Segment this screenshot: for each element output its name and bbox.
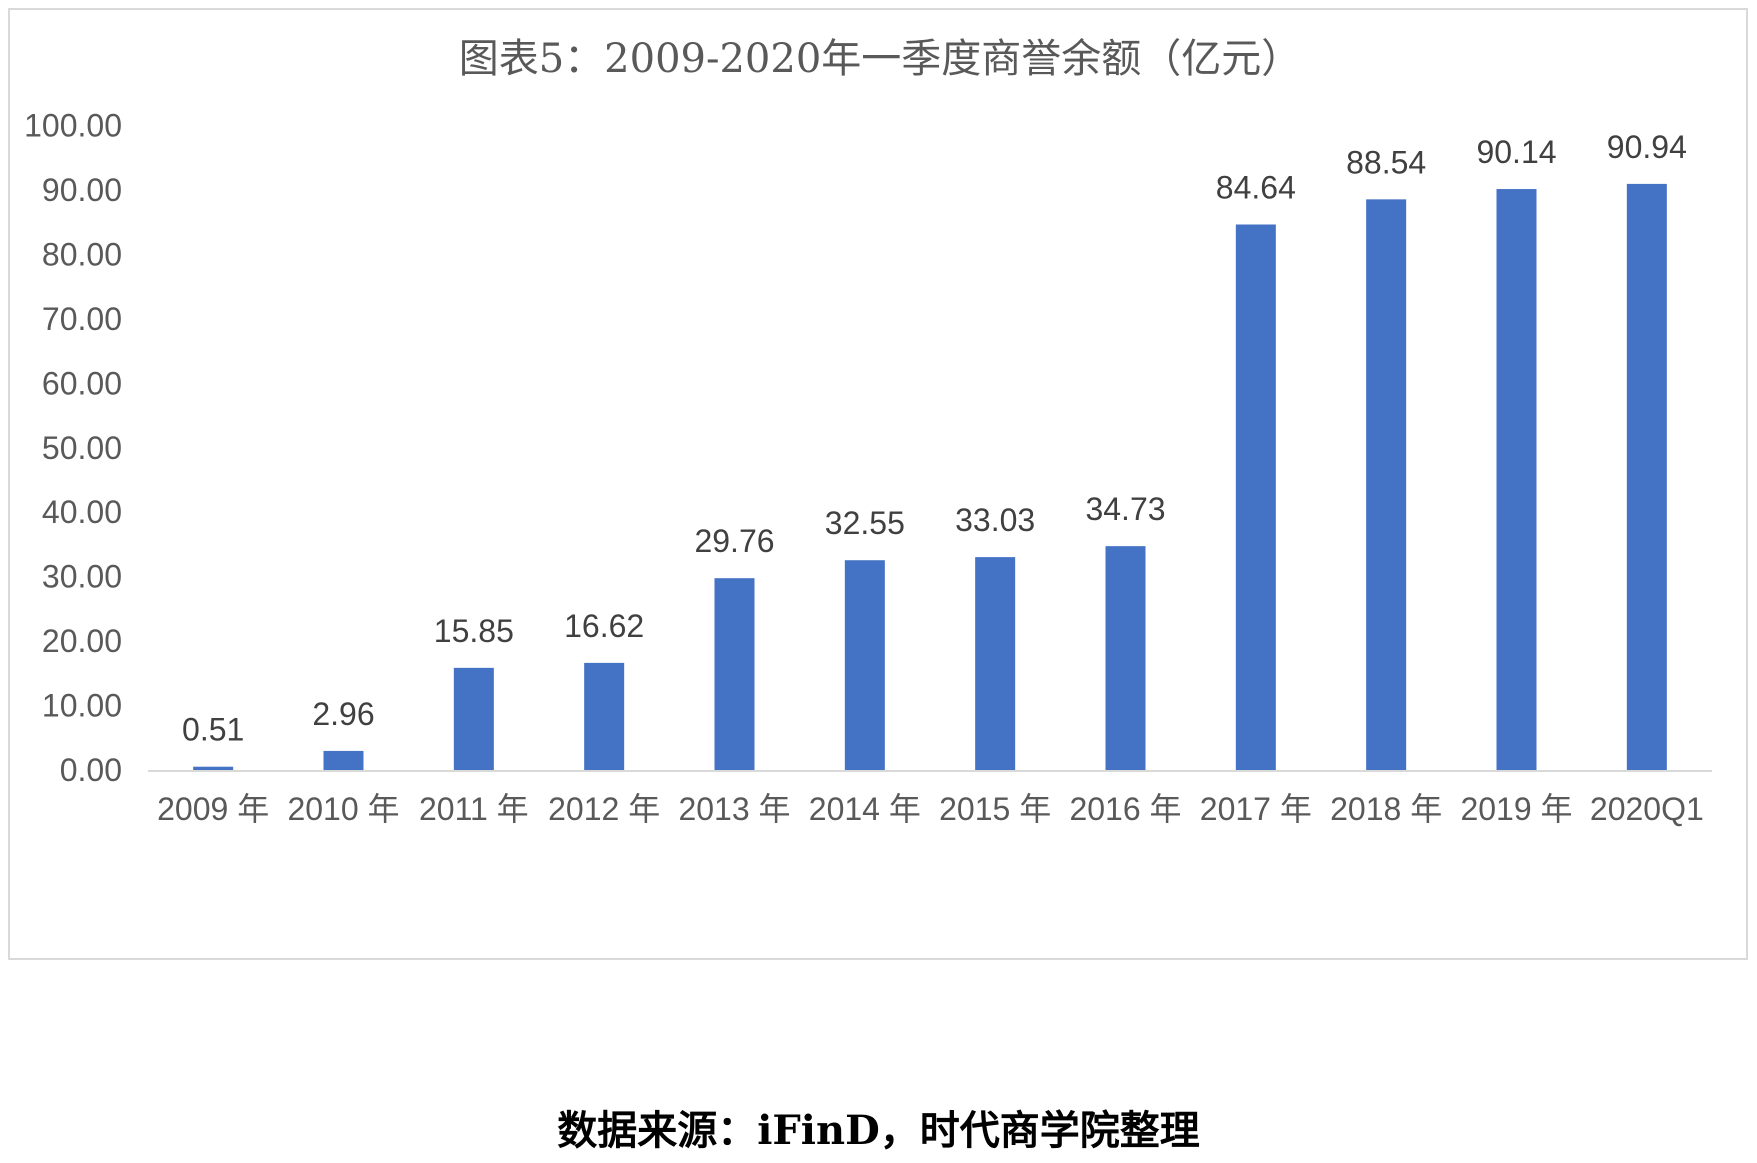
y-tick-label: 30.00 (42, 559, 122, 595)
bar (844, 560, 885, 770)
y-tick-label: 80.00 (42, 236, 122, 272)
x-tick-label: 2020Q1 (1590, 791, 1704, 827)
data-label: 34.73 (1085, 491, 1165, 527)
data-label: 2.96 (312, 696, 374, 732)
x-tick-label: 2019 年 (1460, 791, 1572, 827)
x-tick-label: 2012 年 (548, 791, 660, 827)
bar (193, 766, 234, 770)
bar (323, 750, 364, 770)
data-label: 0.51 (182, 712, 244, 748)
bar (1366, 199, 1407, 771)
data-label: 88.54 (1346, 144, 1426, 180)
x-tick-label: 2016 年 (1069, 791, 1181, 827)
data-label: 33.03 (955, 502, 1035, 538)
data-label: 29.76 (694, 523, 774, 559)
y-tick-label: 0.00 (60, 752, 122, 788)
bar (1496, 189, 1537, 770)
x-tick-label: 2017 年 (1200, 791, 1312, 827)
bar (1105, 546, 1146, 770)
data-label: 16.62 (564, 608, 644, 644)
bar (714, 578, 755, 770)
x-tick-label: 2018 年 (1330, 791, 1442, 827)
y-tick-label: 100.00 (24, 108, 122, 144)
y-tick-label: 90.00 (42, 172, 122, 208)
source-note: 数据来源：iFinD，时代商学院整理 (557, 1107, 1200, 1154)
x-tick-label: 2013 年 (678, 791, 790, 827)
y-tick-label: 10.00 (42, 688, 122, 724)
bar (1235, 224, 1276, 771)
x-tick-label: 2011 年 (419, 791, 529, 827)
bar (584, 662, 625, 770)
data-label: 84.64 (1216, 169, 1296, 205)
y-tick-label: 70.00 (42, 301, 122, 337)
y-tick-label: 40.00 (42, 494, 122, 530)
data-label: 90.94 (1607, 129, 1687, 165)
bar-chart: 图表5：2009-2020年一季度商誉余额（亿元） 0.00 10.00 20.00… (24, 36, 1712, 827)
x-axis: 2009 年 2010 年 2011 年 2012 年 2013 年 2014 年 2015… (148, 770, 1712, 827)
bar (975, 557, 1016, 770)
y-tick-label: 50.00 (42, 430, 122, 466)
chart-title: 图表5：2009-2020年一季度商誉余额（亿元） (459, 36, 1302, 82)
data-label: 32.55 (825, 505, 905, 541)
x-tick-label: 2015 年 (939, 791, 1051, 827)
bars: 0.51 2.96 15.85 16.62 29.76 32.55 33.03 34.73 84… (182, 129, 1687, 771)
data-label: 15.85 (434, 613, 514, 649)
x-tick-label: 2010 年 (287, 791, 399, 827)
bar (453, 667, 494, 770)
data-label: 90.14 (1476, 134, 1556, 170)
x-tick-label: 2009 年 (157, 791, 269, 827)
y-tick-label: 60.00 (42, 365, 122, 401)
chart-frame: 图表5：2009-2020年一季度商誉余额（亿元） 0.00 10.00 20.00… (8, 8, 1748, 960)
x-tick-label: 2014 年 (809, 791, 921, 827)
y-tick-label: 20.00 (42, 623, 122, 659)
bar (1626, 183, 1667, 770)
y-axis: 0.00 10.00 20.00 30.00 40.00 50.00 60.00 70.00 8… (24, 108, 122, 789)
